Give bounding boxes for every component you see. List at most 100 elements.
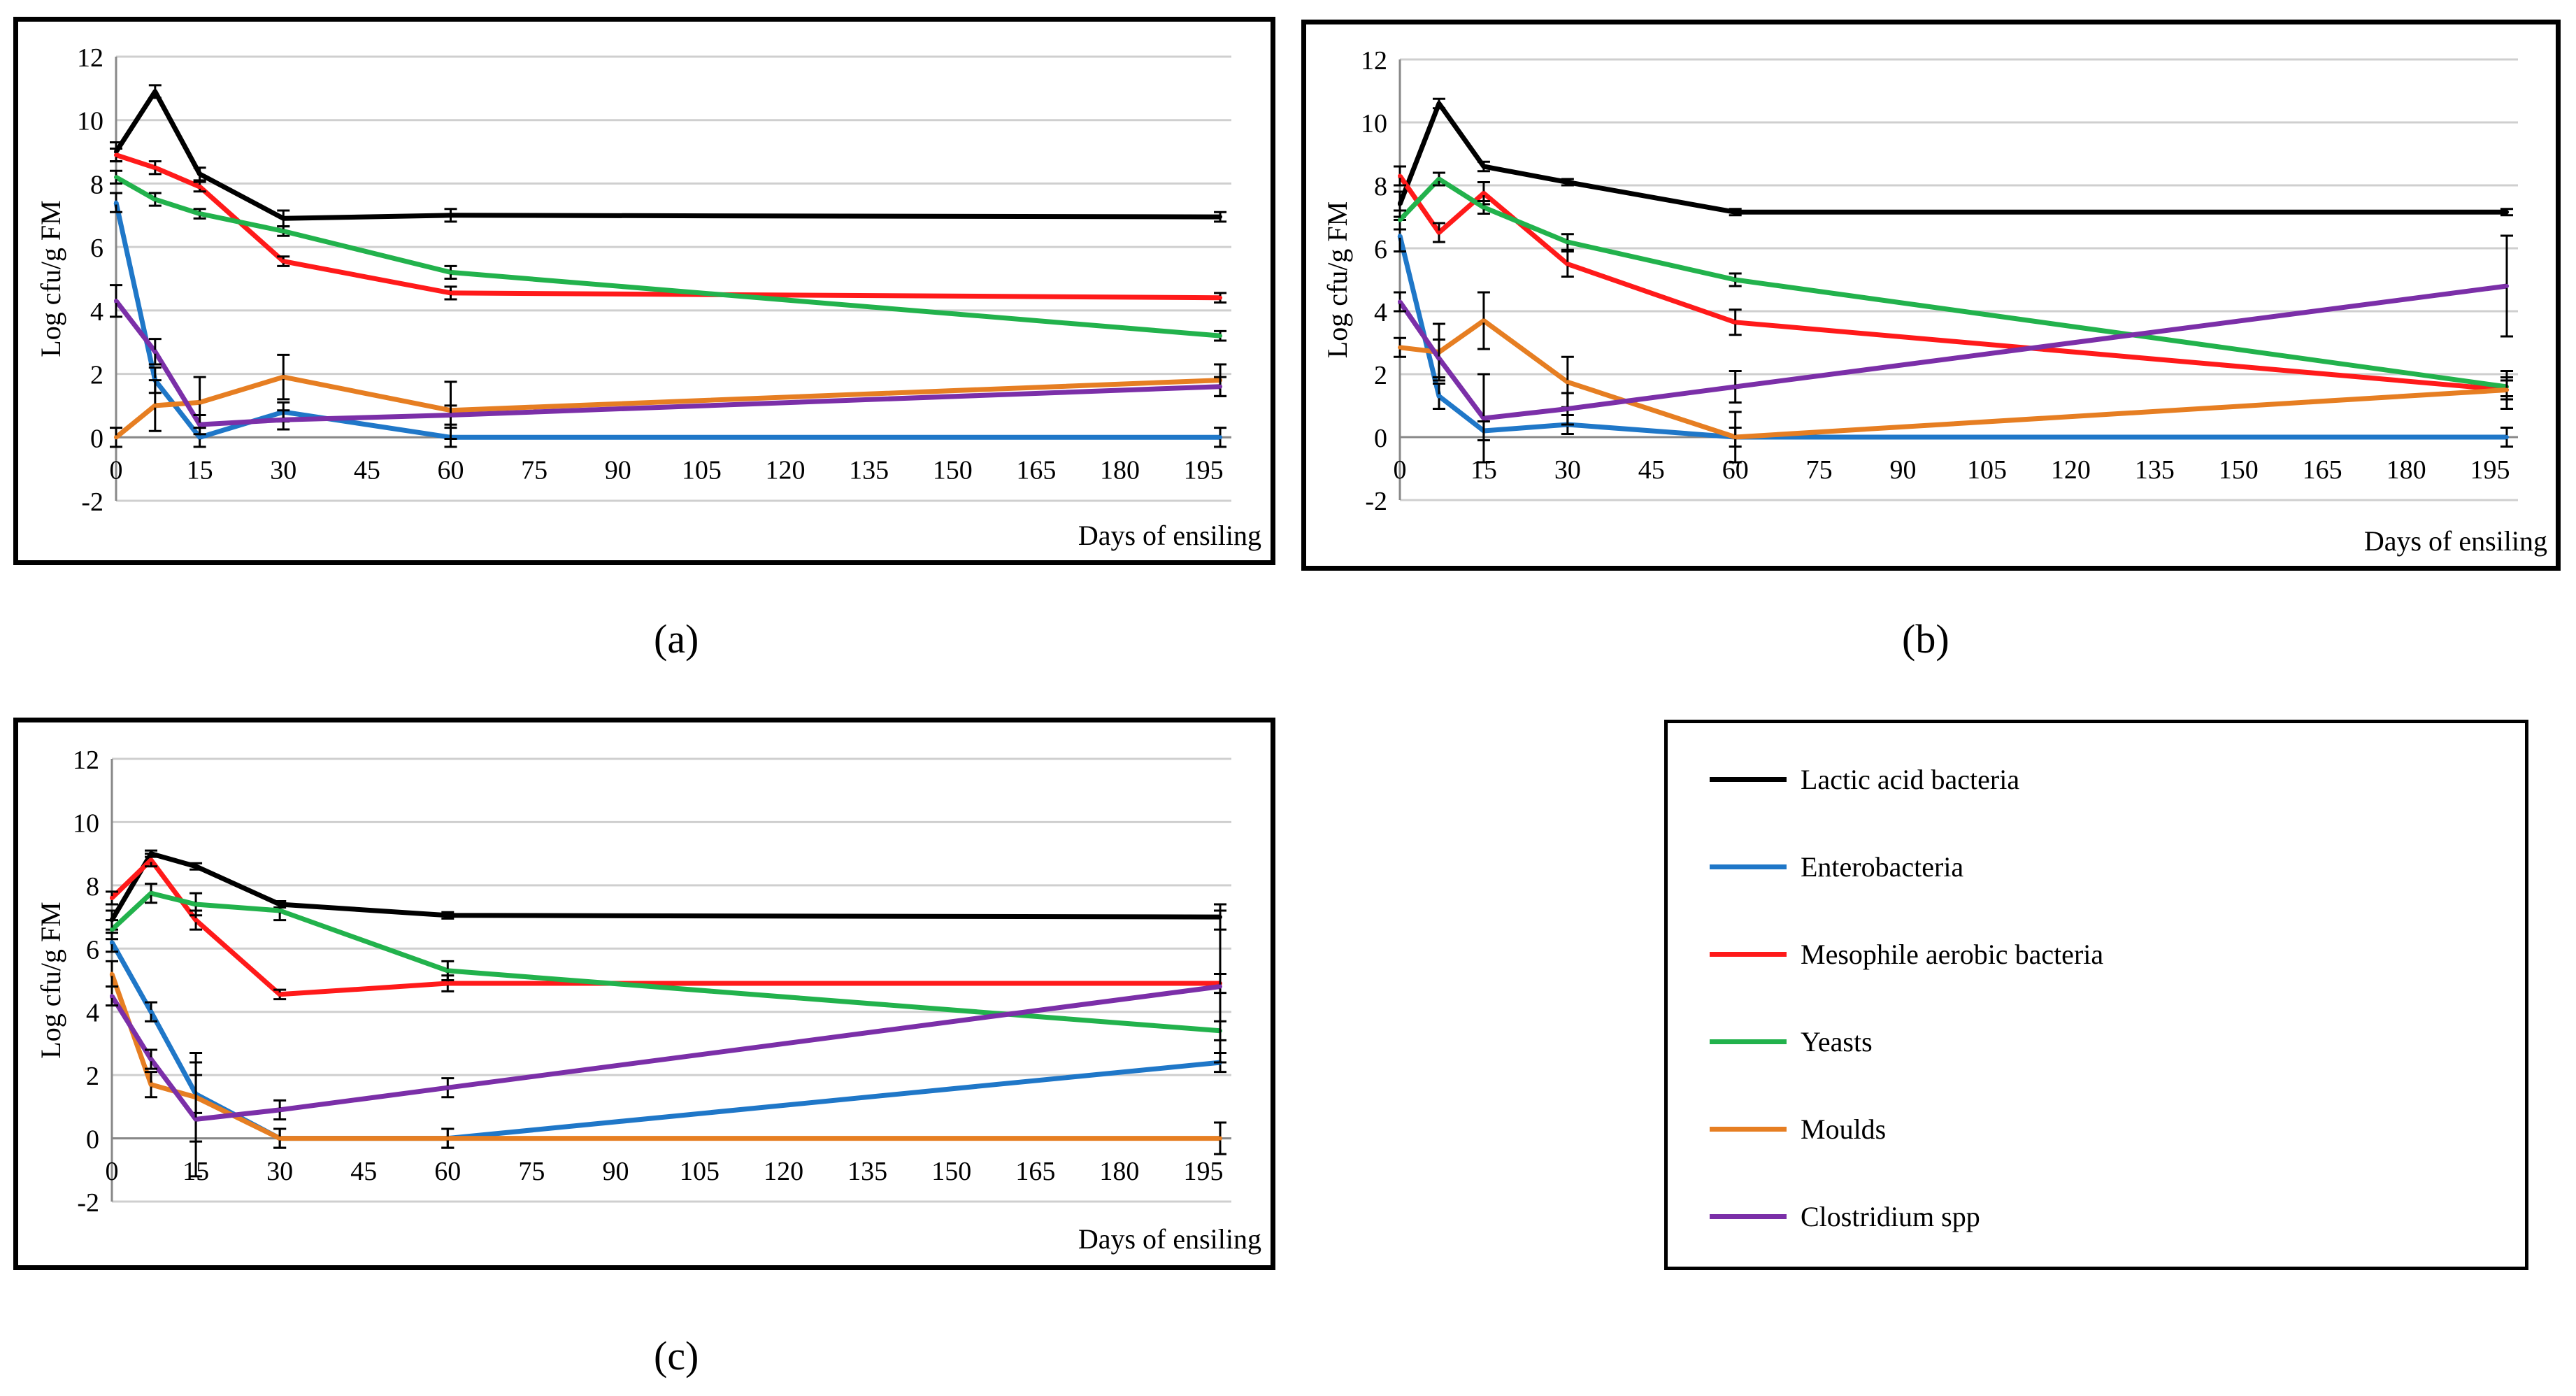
data-point-yeasts: [1218, 334, 1223, 339]
y-tick-label: 8: [1374, 172, 1387, 201]
data-point-mesophile-aerobic-bacteria: [1398, 173, 1402, 178]
chart-panel-c: -2 0 2 4 6 8 10 12 0 15 30 45 60 75 90 105 120 135 150 165 1…: [13, 718, 1275, 1270]
data-point-moulds: [1481, 318, 1486, 323]
x-tick-label: 180: [1099, 1157, 1139, 1186]
x-tick-label: 165: [1015, 1157, 1055, 1186]
legend-item-clostridium: Clostridium spp: [1710, 1195, 1980, 1237]
legend-item-mesophile: Mesophile aerobic bacteria: [1710, 933, 2103, 975]
data-point-clostridium-spp: [445, 1085, 450, 1090]
data-point-yeasts: [149, 891, 154, 896]
x-tick-label: 165: [1016, 456, 1056, 485]
y-tick-label: 0: [1374, 424, 1387, 453]
data-point-mesophile-aerobic-bacteria: [278, 992, 282, 997]
data-point-yeasts: [152, 197, 157, 202]
data-point-enterobacteria: [114, 200, 118, 205]
series-line-moulds: [1399, 318, 2507, 440]
y-axis-label: Log cfu/g FM: [35, 200, 66, 357]
data-point-lactic-acid-bacteria: [197, 171, 202, 176]
x-tick-label: 135: [847, 1157, 887, 1186]
legend-label: Enterobacteria: [1801, 850, 1964, 883]
chart-panel-b: -2 0 2 4 6 8 10 12 0 15 30 45 60 75 90 105 120 135 150 165 1…: [1301, 20, 2561, 571]
y-tick-label: 6: [1374, 235, 1387, 264]
x-tick-label: 15: [187, 456, 213, 485]
x-tick-label: 0: [110, 456, 123, 485]
data-point-mesophile-aerobic-bacteria: [1436, 230, 1441, 235]
data-point-clostridium-spp: [2505, 284, 2510, 288]
data-point-moulds: [114, 435, 118, 440]
legend-item-enterobacteria: Enterobacteria: [1710, 846, 1963, 888]
x-tick-label: 90: [602, 1157, 629, 1186]
y-tick-label: 8: [90, 170, 103, 199]
x-tick-label: 75: [1806, 455, 1833, 485]
data-point-enterobacteria: [197, 435, 202, 440]
data-point-moulds: [1398, 345, 1402, 350]
legend-label: Moulds: [1801, 1113, 1887, 1145]
y-tick-label: 12: [73, 746, 99, 775]
y-axis-label: Log cfu/g FM: [35, 902, 66, 1058]
legend-swatch-yeasts: [1710, 1039, 1787, 1044]
data-point-mesophile-aerobic-bacteria: [448, 290, 453, 295]
data-point-mesophile-aerobic-bacteria: [152, 165, 157, 170]
y-axis-label: Log cfu/g FM: [1322, 201, 1353, 358]
x-tick-label: 45: [1638, 455, 1665, 485]
x-tick-label: 30: [266, 1157, 293, 1186]
x-tick-label: 120: [766, 456, 806, 485]
y-tick-label: 2: [90, 361, 103, 390]
data-point-yeasts: [114, 175, 118, 180]
legend: Lactic acid bacteria Enterobacteria Meso…: [1664, 720, 2528, 1270]
series-line-moulds: [114, 374, 1221, 440]
data-point-mesophile-aerobic-bacteria: [197, 184, 202, 189]
data-point-enterobacteria: [1218, 435, 1223, 440]
data-point-lactic-acid-bacteria: [448, 213, 453, 218]
legend-item-moulds: Moulds: [1710, 1108, 1886, 1150]
data-point-lactic-acid-bacteria: [1436, 101, 1441, 106]
data-point-mesophile-aerobic-bacteria: [1481, 191, 1486, 196]
data-point-lactic-acid-bacteria: [1398, 202, 1402, 206]
data-point-clostridium-spp: [149, 1057, 154, 1062]
data-point-moulds: [197, 400, 202, 405]
x-tick-label: 180: [1100, 456, 1140, 485]
data-point-yeasts: [445, 968, 450, 973]
x-tick-label: 90: [1890, 455, 1917, 485]
data-point-lactic-acid-bacteria: [2505, 210, 2510, 215]
data-point-yeasts: [281, 229, 286, 234]
data-point-mesophile-aerobic-bacteria: [281, 259, 286, 264]
series-line-lactic-acid-bacteria: [1397, 101, 2507, 215]
legend-item-lactic-acid-bacteria: Lactic acid bacteria: [1710, 758, 2019, 800]
series-line-yeasts: [110, 890, 1221, 1034]
data-point-enterobacteria: [1436, 394, 1441, 399]
x-axis-label: Days of ensiling: [1078, 1223, 1261, 1255]
caption-b: (b): [1902, 616, 1949, 662]
series-line-enterobacteria: [1397, 235, 2507, 440]
series-line-moulds: [109, 973, 1220, 1141]
x-tick-label: 90: [605, 456, 631, 485]
data-point-enterobacteria: [1398, 234, 1402, 238]
data-point-yeasts: [1398, 218, 1402, 222]
y-tick-label: 4: [1374, 298, 1387, 327]
x-tick-label: 45: [350, 1157, 377, 1186]
x-tick-label: 195: [1183, 1157, 1223, 1186]
data-point-moulds: [445, 1136, 450, 1141]
x-tick-label: 150: [931, 1157, 971, 1186]
data-point-mesophile-aerobic-bacteria: [1565, 262, 1570, 266]
data-point-clostridium-spp: [1565, 406, 1570, 411]
x-tick-label: 150: [2219, 455, 2259, 485]
x-tick-label: 30: [1554, 455, 1581, 485]
data-point-moulds: [1733, 435, 1738, 439]
data-point-clostridium-spp: [110, 994, 114, 999]
series-line-yeasts: [115, 175, 1221, 339]
caption-a: (a): [654, 616, 699, 662]
legend-swatch-entero: [1710, 864, 1787, 869]
data-point-lactic-acid-bacteria: [1481, 164, 1486, 169]
data-point-yeasts: [278, 909, 282, 913]
data-point-mesophile-aerobic-bacteria: [1733, 320, 1738, 325]
legend-label: Clostridium spp: [1801, 1200, 1980, 1232]
data-point-clostridium-spp: [152, 349, 157, 354]
legend-label: Yeasts: [1801, 1025, 1873, 1057]
data-point-clostridium-spp: [1481, 416, 1486, 420]
x-tick-label: 165: [2303, 455, 2342, 485]
x-axis-label: Days of ensiling: [1078, 520, 1261, 551]
